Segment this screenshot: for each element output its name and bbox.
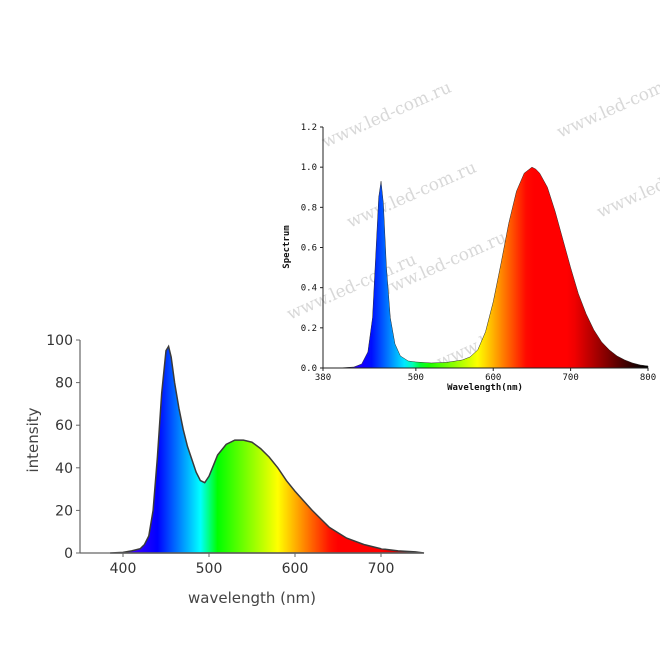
y-tick-label: 0: [64, 546, 73, 562]
y-tick-label: 1.0: [301, 163, 317, 173]
chart-a-y-ticks: 0.0 0.2 0.4 0.6 0.8 1.0 1.2: [301, 123, 323, 374]
y-tick-label: 100: [46, 333, 73, 349]
x-tick-label: 500: [196, 561, 223, 577]
chart-b-y-label: intensity: [24, 407, 42, 472]
chart-b-x-ticks: 400 500 600 700: [110, 553, 395, 577]
y-tick-label: 80: [55, 376, 73, 392]
chart-b-y-ticks: 0 20 40 60 80 100: [46, 333, 80, 562]
watermark-text: www.led-com.ru: [319, 78, 455, 153]
chart-a-x-label: Wavelength(nm): [447, 383, 523, 393]
y-tick-label: 40: [55, 461, 73, 477]
chart-a-y-label: Spectrum: [282, 225, 292, 269]
x-tick-label: 500: [408, 373, 424, 383]
chart-a-x-ticks: 380 500 600 700 800: [315, 368, 656, 383]
y-tick-label: 0.4: [301, 284, 317, 294]
y-tick-label: 1.2: [301, 123, 317, 133]
x-tick-label: 700: [368, 561, 395, 577]
y-tick-label: 0.8: [301, 203, 317, 213]
y-tick-label: 0.2: [301, 324, 317, 334]
chart-a-series-area: [323, 166, 649, 369]
chart-b-series-area: [110, 344, 425, 554]
x-tick-label: 380: [315, 373, 331, 383]
chart-a-watermarks: www.led-com.ru www.led-com.ru www.led-co…: [284, 68, 660, 373]
watermark-text: www.led-com.ru: [554, 68, 660, 143]
y-tick-label: 20: [55, 503, 73, 519]
x-tick-label: 600: [485, 373, 501, 383]
y-tick-label: 0.0: [301, 364, 317, 374]
chart-a: www.led-com.ru www.led-com.ru www.led-co…: [282, 68, 660, 393]
x-tick-label: 400: [110, 561, 137, 577]
watermark-text: www.led-com.ru: [594, 148, 660, 223]
chart-b: 0 20 40 60 80 100 400 500 600 700 wavelength (nm…: [24, 333, 425, 607]
y-tick-label: 60: [55, 418, 73, 434]
chart-b-x-label: wavelength (nm): [188, 589, 316, 607]
x-tick-label: 700: [562, 373, 578, 383]
watermark-text: www.led-com.ru: [344, 158, 480, 233]
x-tick-label: 800: [640, 373, 656, 383]
y-tick-label: 0.6: [301, 244, 317, 254]
x-tick-label: 600: [282, 561, 309, 577]
